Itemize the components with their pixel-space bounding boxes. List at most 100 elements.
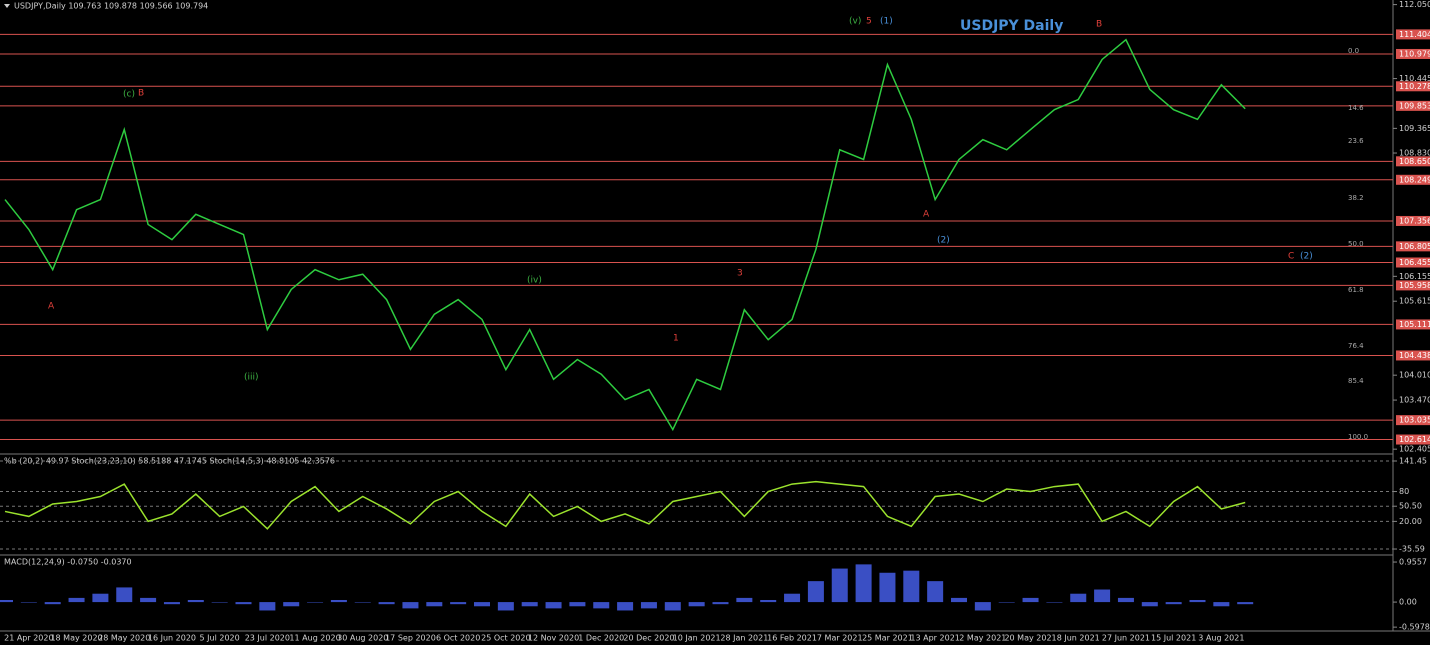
y-tick-label: 0.9557 xyxy=(1399,558,1427,567)
x-tick-label: 11 Aug 2020 xyxy=(289,634,340,643)
x-tick-label: 30 Aug 2020 xyxy=(337,634,388,643)
x-tick-label: 7 Mar 2021 xyxy=(817,634,863,643)
y-tick-label: 102.405 xyxy=(1399,445,1430,454)
level-label: 109.853 xyxy=(1399,101,1430,110)
histogram-bar xyxy=(974,602,991,611)
x-tick-label: 20 Dec 2020 xyxy=(623,634,674,643)
level-label: 106.455 xyxy=(1399,258,1430,267)
level-label-box xyxy=(1396,280,1430,291)
y-tick-label: 20.00 xyxy=(1399,517,1422,526)
fib-label: 100.0 xyxy=(1348,433,1368,441)
wave-label: C xyxy=(1288,252,1294,262)
histogram-bar xyxy=(1237,602,1254,605)
y-tick-label: 109.365 xyxy=(1399,124,1430,133)
y-tick-label: 110.445 xyxy=(1399,74,1430,83)
level-label-box xyxy=(1396,350,1430,361)
histogram-bar xyxy=(307,602,324,603)
histogram-bar xyxy=(497,602,514,611)
menu-icon[interactable] xyxy=(4,4,10,8)
watermark: USDJPY Daily xyxy=(960,18,1063,34)
histogram-bar xyxy=(1022,597,1039,603)
level-label: 105.111 xyxy=(1399,320,1430,329)
level-label-box xyxy=(1396,215,1430,226)
histogram-bar xyxy=(736,597,753,603)
x-tick-label: 13 Apr 2021 xyxy=(910,634,959,643)
level-label: 103.035 xyxy=(1399,416,1430,425)
histogram-bar xyxy=(569,602,586,607)
fib-label: 0.0 xyxy=(1348,47,1359,55)
y-tick-label: 103.470 xyxy=(1399,396,1430,405)
histogram-bar xyxy=(0,599,13,603)
histogram-bar xyxy=(426,602,443,607)
level-label: 102.614 xyxy=(1399,435,1430,444)
histogram-bar xyxy=(68,597,85,603)
y-tick-label: -35.59 xyxy=(1399,545,1425,554)
wave-label: (2) xyxy=(1300,252,1313,262)
fib-label: 61.8 xyxy=(1348,286,1364,294)
histogram-bar xyxy=(211,602,228,603)
wave-label: (1) xyxy=(880,17,893,27)
x-tick-label: 23 Jul 2020 xyxy=(245,634,290,643)
x-tick-label: 3 Aug 2021 xyxy=(1198,634,1244,643)
series-line xyxy=(4,480,1246,530)
x-tick-label: 25 Oct 2020 xyxy=(481,634,530,643)
y-tick-label: 141.45 xyxy=(1399,456,1427,465)
wave-label: 1 xyxy=(673,334,679,344)
y-tick-label: 104.010 xyxy=(1399,371,1430,380)
histogram-bar xyxy=(1141,602,1158,607)
histogram-bar xyxy=(855,564,872,603)
histogram-bar xyxy=(259,602,276,611)
histogram-bar xyxy=(807,581,824,603)
level-label-box xyxy=(1396,434,1430,445)
histogram-bar xyxy=(1046,602,1063,603)
x-tick-label: 2 May 2021 xyxy=(959,634,1006,643)
histogram-bar xyxy=(44,602,61,605)
x-tick-label: 25 Mar 2021 xyxy=(862,634,913,643)
wave-label: 3 xyxy=(737,269,743,279)
fib-label: 23.6 xyxy=(1348,137,1364,145)
histogram-bar xyxy=(664,602,681,611)
x-tick-label: 28 May 2020 xyxy=(98,634,150,643)
histogram-bar xyxy=(1213,602,1230,607)
histogram-bar xyxy=(593,602,610,609)
histogram-bar xyxy=(1117,597,1134,603)
y-tick-label: 105.615 xyxy=(1399,297,1430,306)
y-tick-label: 80 xyxy=(1399,487,1409,496)
histogram-bar xyxy=(378,602,395,605)
histogram-bar xyxy=(545,602,562,609)
level-label: 108.249 xyxy=(1399,175,1430,184)
wave-label: 5 xyxy=(866,17,872,27)
y-tick-label: -0.5978 xyxy=(1399,623,1430,632)
x-tick-label: 1 Dec 2020 xyxy=(578,634,624,643)
level-label: 111.404 xyxy=(1399,30,1430,39)
histogram-bar xyxy=(521,602,538,607)
histogram-bar xyxy=(951,597,967,603)
histogram-bar xyxy=(617,602,634,611)
level-label: 105.958 xyxy=(1399,281,1430,290)
histogram-bar xyxy=(903,570,920,603)
histogram-bar xyxy=(688,602,705,607)
x-tick-label: 8 Jun 2021 xyxy=(1057,634,1100,643)
fib-label: 50.0 xyxy=(1348,240,1364,248)
y-tick-label: 0.00 xyxy=(1399,598,1417,607)
x-tick-label: 20 May 2021 xyxy=(1004,634,1056,643)
y-tick-label: 108.830 xyxy=(1399,149,1430,158)
wave-label: B xyxy=(1096,20,1102,30)
level-label-box xyxy=(1396,48,1430,59)
histogram-bar xyxy=(1165,602,1182,605)
x-tick-label: 5 Jul 2020 xyxy=(200,634,240,643)
wave-label: B xyxy=(138,89,144,99)
level-label: 107.356 xyxy=(1399,216,1430,225)
level-label: 110.979 xyxy=(1399,49,1430,58)
x-tick-label: 18 May 2020 xyxy=(50,634,102,643)
histogram-bar xyxy=(998,602,1015,603)
series-line xyxy=(4,38,1246,432)
x-tick-label: 12 Nov 2020 xyxy=(528,634,579,643)
panel-header: USDJPY,Daily 109.763 109.878 109.566 109… xyxy=(14,2,208,11)
wave-label: (v) xyxy=(849,17,861,27)
histogram-bar xyxy=(450,602,467,605)
x-tick-label: 28 Jan 2021 xyxy=(720,634,768,643)
x-tick-label: 27 Jun 2021 xyxy=(1102,634,1150,643)
histogram-bar xyxy=(187,599,204,603)
level-label-box xyxy=(1396,29,1430,40)
